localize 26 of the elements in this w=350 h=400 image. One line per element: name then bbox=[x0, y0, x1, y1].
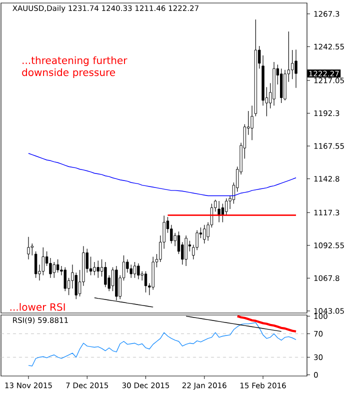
candlestick bbox=[49, 258, 52, 278]
candlestick bbox=[137, 263, 140, 280]
candlestick bbox=[104, 262, 107, 288]
annotation: ...threatening further downside pressure bbox=[22, 56, 128, 78]
candlestick bbox=[184, 235, 188, 266]
candlestick bbox=[294, 49, 298, 88]
candlestick bbox=[290, 50, 294, 80]
line-series bbox=[236, 315, 298, 333]
candlestick bbox=[221, 203, 224, 223]
candlestick bbox=[133, 262, 136, 278]
candlestick bbox=[27, 236, 30, 260]
candlestick bbox=[93, 262, 96, 276]
candlestick bbox=[34, 251, 38, 278]
candlestick bbox=[144, 270, 148, 293]
candlestick bbox=[218, 200, 220, 223]
annotation: ...lower RSI bbox=[10, 303, 65, 311]
candlestick bbox=[52, 262, 56, 278]
candlestick bbox=[64, 266, 66, 292]
candlestick bbox=[250, 105, 254, 140]
candlestick bbox=[56, 259, 60, 273]
candlestick bbox=[280, 68, 283, 104]
candlestick bbox=[96, 260, 100, 278]
candlestick bbox=[89, 256, 92, 276]
candlestick bbox=[203, 224, 206, 244]
candlestick bbox=[170, 224, 173, 244]
candlestick bbox=[225, 198, 228, 216]
